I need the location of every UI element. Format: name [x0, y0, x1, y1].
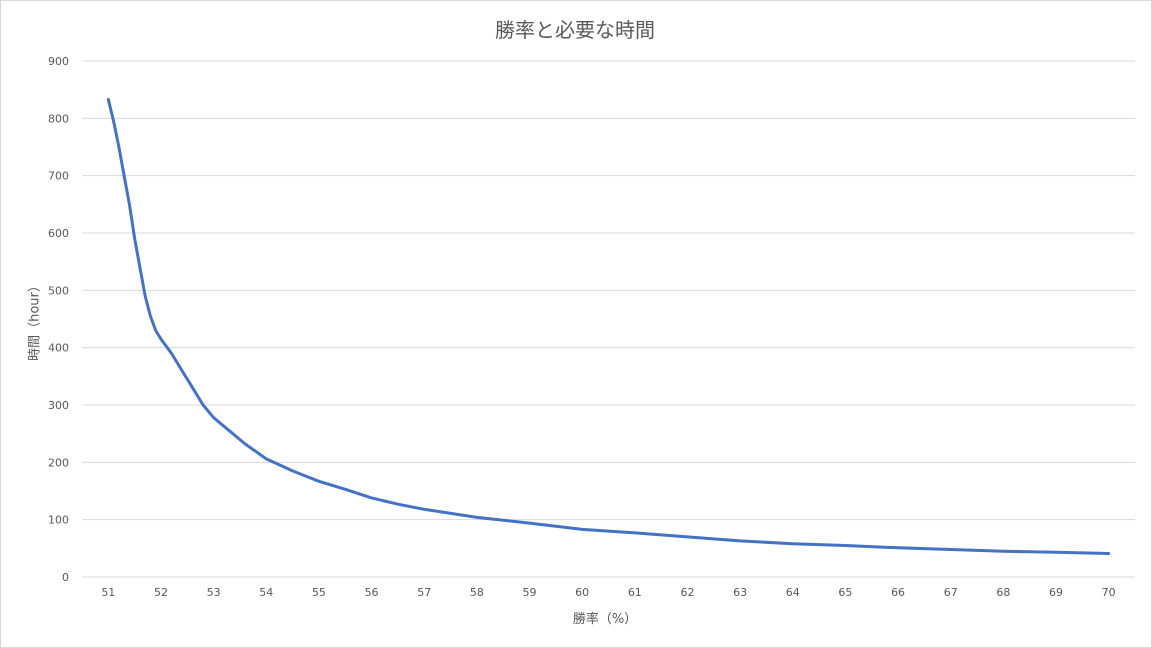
- x-tick-label: 70: [1102, 586, 1116, 599]
- x-tick-label: 57: [417, 586, 431, 599]
- x-tick-labels: 51 52 53 54 55 56 57 58 59 60 61 62 63 64 65 66 67 68 69 70: [101, 586, 1115, 599]
- x-tick-label: 69: [1049, 586, 1063, 599]
- y-tick-label: 800: [48, 112, 69, 125]
- x-tick-label: 58: [470, 586, 484, 599]
- y-tick-label: 200: [48, 456, 69, 469]
- x-axis-label: 勝率（%）: [572, 612, 638, 627]
- y-tick-label: 600: [48, 227, 69, 240]
- x-tick-label: 67: [944, 586, 958, 599]
- x-tick-label: 53: [207, 586, 221, 599]
- series-line-0: [106, 97, 1111, 555]
- x-tick-label: 55: [312, 586, 326, 599]
- x-tick-label: 62: [680, 586, 694, 599]
- x-tick-label: 61: [628, 586, 642, 599]
- y-tick-label: 900: [48, 55, 69, 68]
- x-tick-label: 56: [365, 586, 379, 599]
- y-tick-labels: 0 100 200 300 400 500 600 700 800 900: [48, 55, 69, 584]
- x-tick-label: 64: [786, 586, 800, 599]
- x-tick-label: 66: [891, 586, 905, 599]
- y-tick-label: 300: [48, 399, 69, 412]
- x-tick-label: 52: [154, 586, 168, 599]
- x-tick-label: 63: [733, 586, 747, 599]
- y-tick-label: 0: [62, 571, 69, 584]
- x-tick-label: 51: [101, 586, 115, 599]
- y-tick-label: 500: [48, 284, 69, 297]
- x-tick-label: 68: [996, 586, 1010, 599]
- y-tick-label: 400: [48, 342, 69, 355]
- x-tick-label: 65: [838, 586, 852, 599]
- y-tick-label: 100: [48, 514, 69, 527]
- gridlines: [82, 60, 1135, 578]
- x-tick-label: 60: [575, 586, 589, 599]
- series-group: [106, 97, 1111, 555]
- chart-title: 勝率と必要な時間: [495, 18, 655, 42]
- x-tick-label: 59: [523, 586, 537, 599]
- x-tick-label: 54: [259, 586, 273, 599]
- y-tick-label: 700: [48, 170, 69, 183]
